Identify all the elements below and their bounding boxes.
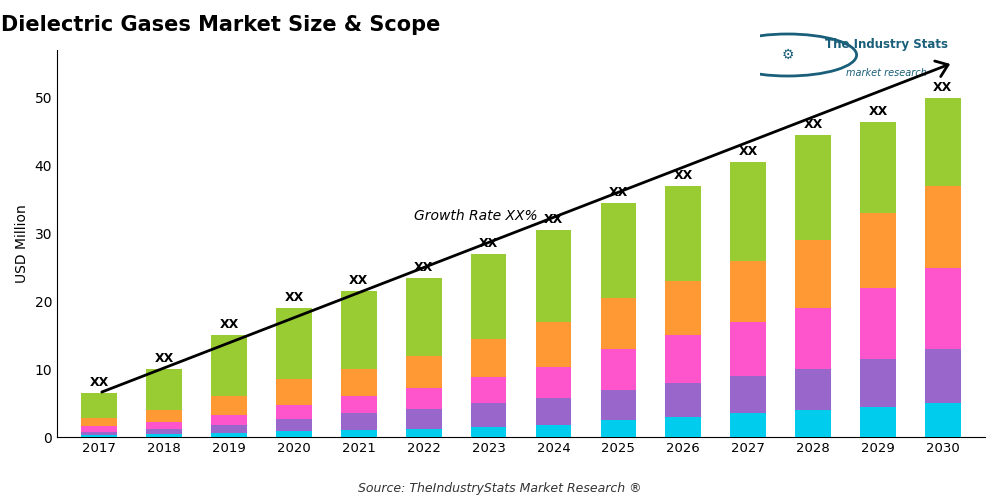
- Bar: [925, 186, 961, 268]
- Bar: [211, 433, 247, 437]
- Bar: [925, 98, 961, 186]
- Bar: [665, 417, 701, 437]
- Text: XX: XX: [284, 291, 304, 304]
- Bar: [81, 418, 117, 426]
- Bar: [536, 230, 571, 322]
- Bar: [795, 240, 831, 308]
- Text: XX: XX: [90, 376, 109, 389]
- Bar: [601, 349, 636, 390]
- Bar: [601, 420, 636, 437]
- Bar: [341, 370, 377, 396]
- Bar: [601, 203, 636, 298]
- Text: XX: XX: [933, 81, 952, 94]
- Bar: [601, 390, 636, 420]
- Bar: [730, 376, 766, 414]
- Bar: [276, 308, 312, 380]
- Text: XX: XX: [479, 237, 498, 250]
- Bar: [860, 359, 896, 406]
- Bar: [925, 268, 961, 349]
- Text: XX: XX: [868, 104, 888, 118]
- Bar: [406, 278, 442, 355]
- Text: XX: XX: [219, 318, 239, 332]
- Bar: [146, 434, 182, 437]
- Bar: [276, 380, 312, 406]
- Bar: [341, 292, 377, 370]
- Bar: [406, 429, 442, 437]
- Bar: [276, 406, 312, 419]
- Bar: [341, 396, 377, 413]
- Bar: [925, 349, 961, 403]
- Bar: [211, 336, 247, 396]
- Bar: [146, 370, 182, 410]
- Text: Dielectric Gases Market Size & Scope: Dielectric Gases Market Size & Scope: [1, 15, 441, 35]
- Text: Source: TheIndustryStats Market Research ®: Source: TheIndustryStats Market Research…: [358, 482, 642, 495]
- Text: XX: XX: [349, 274, 368, 287]
- Bar: [341, 414, 377, 430]
- Bar: [471, 427, 506, 437]
- Bar: [536, 322, 571, 368]
- Text: XX: XX: [609, 186, 628, 199]
- Text: XX: XX: [544, 213, 563, 226]
- Bar: [276, 419, 312, 431]
- Bar: [795, 135, 831, 240]
- Bar: [795, 308, 831, 370]
- Bar: [146, 429, 182, 434]
- Bar: [471, 403, 506, 427]
- Bar: [81, 435, 117, 437]
- Bar: [860, 406, 896, 437]
- Bar: [795, 410, 831, 437]
- Bar: [536, 398, 571, 425]
- Bar: [276, 431, 312, 437]
- Text: XX: XX: [154, 352, 174, 365]
- Bar: [406, 408, 442, 429]
- Bar: [795, 370, 831, 410]
- Bar: [146, 410, 182, 422]
- Bar: [860, 288, 896, 359]
- Bar: [860, 214, 896, 288]
- Bar: [211, 396, 247, 415]
- Bar: [665, 383, 701, 417]
- Bar: [730, 414, 766, 437]
- Bar: [211, 415, 247, 425]
- Bar: [81, 432, 117, 435]
- Bar: [925, 403, 961, 437]
- Bar: [730, 261, 766, 322]
- Bar: [536, 368, 571, 398]
- Text: XX: XX: [674, 169, 693, 182]
- Bar: [81, 393, 117, 418]
- Bar: [471, 254, 506, 339]
- Y-axis label: USD Million: USD Million: [15, 204, 29, 283]
- Bar: [211, 425, 247, 433]
- Bar: [341, 430, 377, 437]
- Bar: [471, 339, 506, 378]
- Bar: [536, 425, 571, 437]
- Text: Growth Rate XX%: Growth Rate XX%: [414, 209, 538, 223]
- Bar: [730, 322, 766, 376]
- Text: XX: XX: [414, 260, 433, 274]
- Bar: [665, 186, 701, 281]
- Bar: [730, 162, 766, 261]
- Text: XX: XX: [803, 118, 823, 131]
- Bar: [665, 336, 701, 383]
- Bar: [860, 122, 896, 214]
- Bar: [601, 298, 636, 349]
- Bar: [471, 378, 506, 403]
- Text: The Industry Stats: The Industry Stats: [825, 38, 948, 51]
- Text: market research: market research: [846, 68, 927, 78]
- Bar: [665, 281, 701, 336]
- Text: XX: XX: [739, 146, 758, 158]
- Bar: [406, 356, 442, 388]
- Text: ⚙: ⚙: [781, 48, 794, 62]
- Bar: [146, 422, 182, 429]
- Bar: [81, 426, 117, 432]
- Bar: [406, 388, 442, 408]
